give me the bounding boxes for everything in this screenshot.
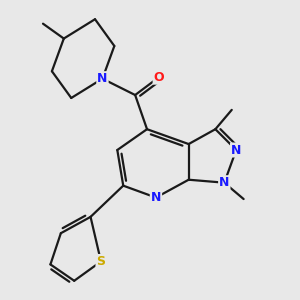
Text: N: N (97, 72, 108, 85)
Text: N: N (219, 176, 230, 189)
Text: O: O (154, 71, 164, 84)
Text: N: N (231, 143, 242, 157)
Text: S: S (97, 255, 106, 268)
Text: N: N (151, 191, 161, 204)
